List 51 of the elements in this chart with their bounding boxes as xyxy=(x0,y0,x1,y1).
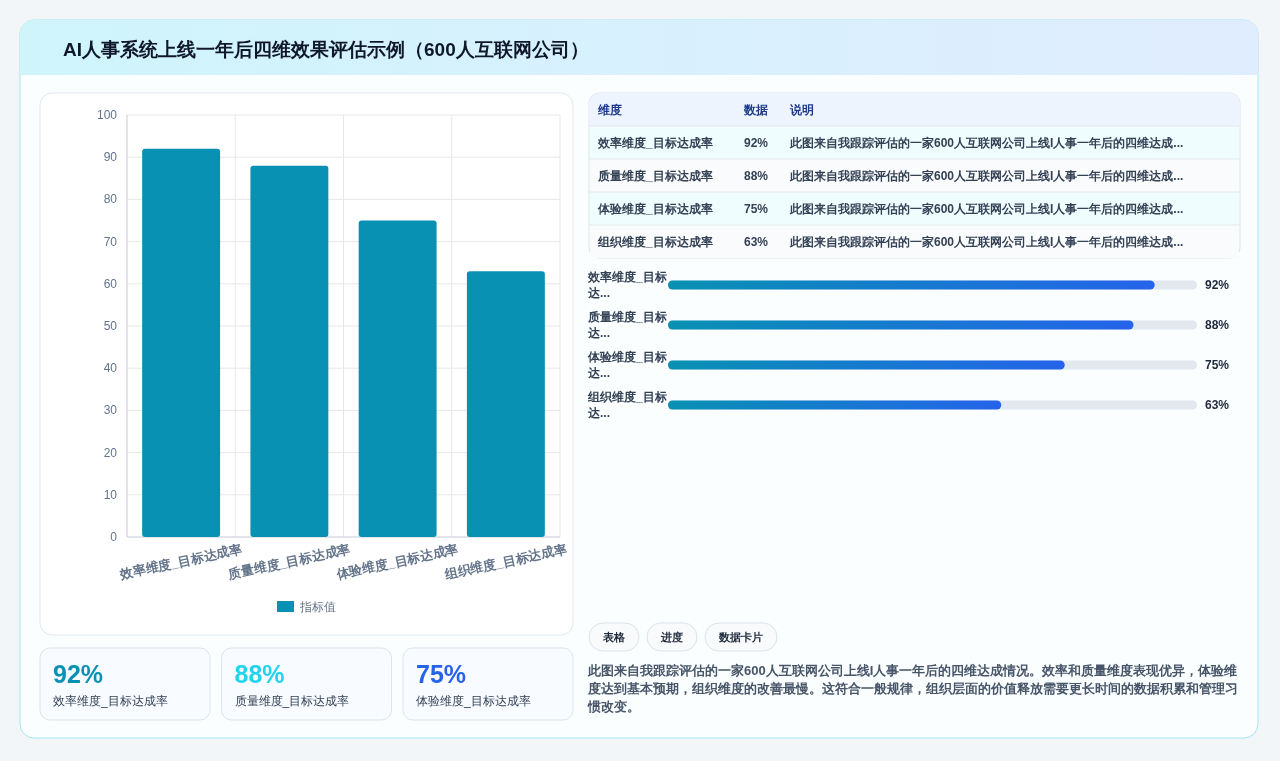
bar xyxy=(142,148,221,537)
text: 88% xyxy=(234,660,285,688)
text: 88% xyxy=(744,169,769,183)
text: 表格 xyxy=(602,631,626,643)
chart-title: AI人事系统上线一年后四维效果评估示例（600人互联网公司） xyxy=(63,39,589,60)
category-label: 效率维度_目标达... xyxy=(588,270,667,300)
text: 此图来自我跟踪评估的一家600人互联网公司上线I人事一年后的四维达成... xyxy=(789,136,1184,150)
category-label: 效率维度_目标达成率 xyxy=(53,694,168,708)
category-label: 效率维度_目标达成率 xyxy=(597,136,713,150)
legend: 指标值 xyxy=(277,600,336,614)
text: 维度 xyxy=(597,103,622,117)
text: 此图来自我跟踪评估的一家600人互联网公司上线I人事一年后的四维达成... xyxy=(789,235,1184,249)
bar xyxy=(466,271,545,537)
text: 进度 xyxy=(660,631,683,643)
text: 数据卡片 xyxy=(718,631,763,643)
y-tick-label: 40 xyxy=(103,361,118,376)
category-label: 质量维度_目标达... xyxy=(588,310,667,340)
y-tick-label: 20 xyxy=(103,445,118,460)
text: 75% xyxy=(744,202,769,216)
text: 92% xyxy=(744,136,769,150)
y-tick-label: 70 xyxy=(103,234,118,249)
category-label: 质量维度_目标达成率 xyxy=(234,694,350,708)
legend-label: 指标值 xyxy=(299,600,336,614)
text: 此图来自我跟踪评估的一家600人互联网公司上线I人事一年后的四维达成... xyxy=(789,169,1184,183)
data-label: 75% xyxy=(1205,358,1230,372)
category-label: 组织维度_目标达... xyxy=(588,390,667,420)
data-label: 88% xyxy=(1205,318,1230,332)
text: 92% xyxy=(53,660,104,688)
text: 63% xyxy=(744,235,769,249)
text: 此图来自我跟踪评估的一家600人互联网公司上线I人事一年后的四维达成... xyxy=(789,202,1184,216)
text: 此图来自我跟踪评估的一家600人互联网公司上线I人事一年后的四维达成情况。效率和质量维度表现优异，体验维度达到基本预期，组织维度的改善最慢。这符合一般规律，组织层面的价值释放需要更长时间的数据积累和管理习惯改变。 xyxy=(587,663,1238,714)
y-tick-label: 90 xyxy=(103,150,118,165)
y-tick-label: 0 xyxy=(110,530,118,544)
data-label: 63% xyxy=(1205,398,1230,412)
text: 数据 xyxy=(743,103,768,117)
category-label: 体验维度_目标达... xyxy=(588,350,667,380)
bar xyxy=(250,165,329,537)
data-label: 92% xyxy=(1205,278,1230,292)
text: 75% xyxy=(416,660,467,688)
bar xyxy=(358,220,437,537)
y-tick-label: 80 xyxy=(103,192,118,207)
y-tick-label: 30 xyxy=(103,403,118,418)
category-label: 质量维度_目标达成率 xyxy=(597,169,713,183)
text: 说明 xyxy=(789,103,814,117)
y-tick-label: 60 xyxy=(103,276,118,291)
category-label: 体验维度_目标达成率 xyxy=(416,694,531,708)
category-label: 体验维度_目标达成率 xyxy=(597,202,713,216)
y-tick-label: 50 xyxy=(103,319,118,333)
y-tick-label: 100 xyxy=(96,108,118,122)
category-label: 组织维度_目标达成率 xyxy=(597,235,713,249)
y-tick-label: 10 xyxy=(103,487,118,502)
